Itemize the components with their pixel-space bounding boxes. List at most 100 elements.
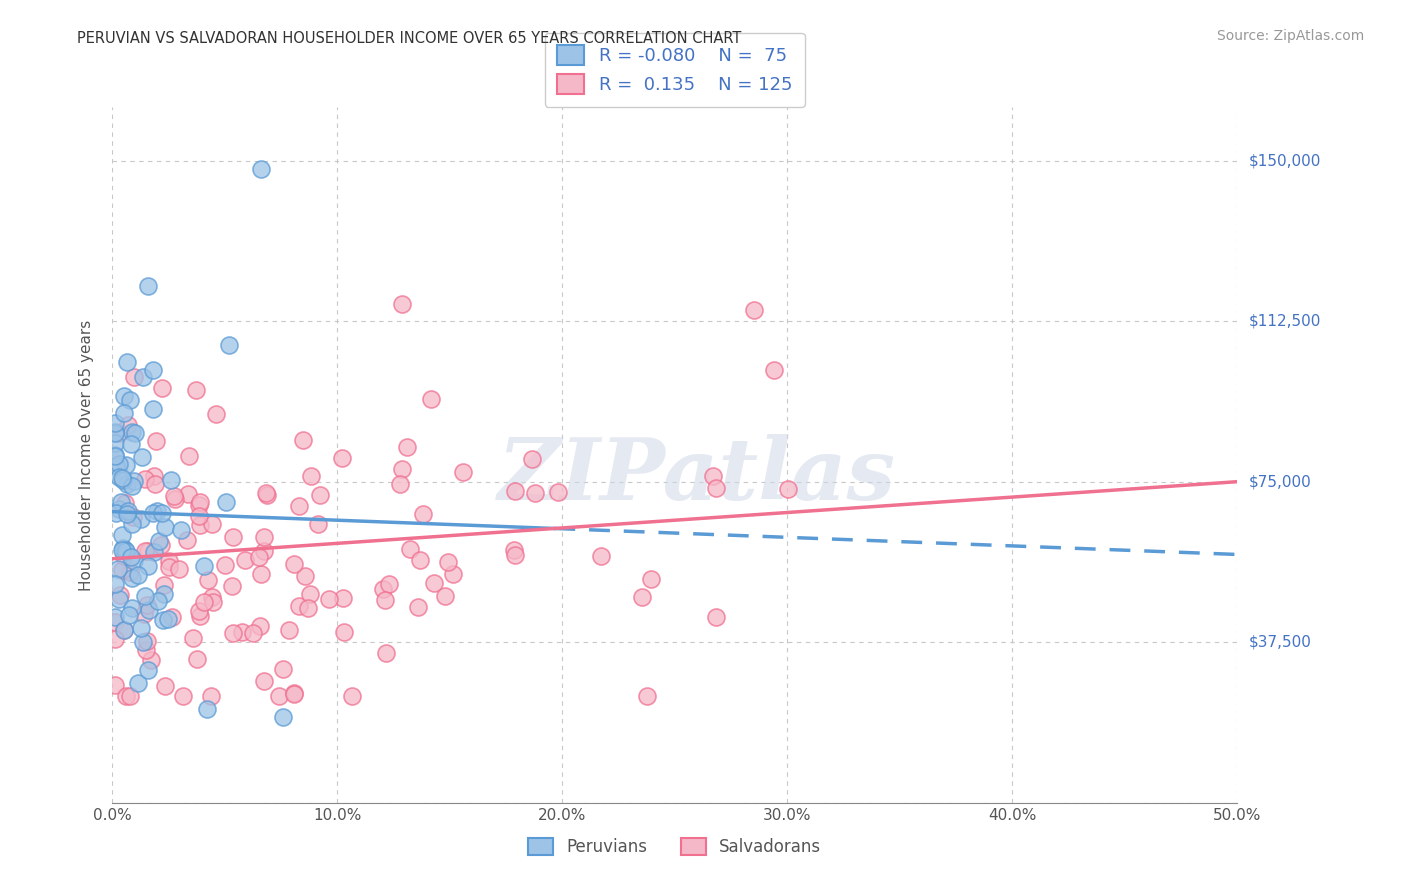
Point [104,436,127,450]
Point [104,576,127,591]
Point [247,549,270,564]
Point [177,449,200,463]
Point [132,369,155,384]
Text: $37,500: $37,500 [1249,635,1312,649]
Point [201,516,224,531]
Point [108,502,131,516]
Point [107,562,129,576]
Point [134,589,156,603]
Point [332,625,354,640]
Point [215,494,238,508]
Point [522,452,544,467]
Point [115,689,138,703]
Point [373,582,395,596]
Point [104,506,127,520]
Point [138,279,160,293]
Point [160,609,183,624]
Point [503,548,526,562]
Point [342,689,364,703]
Point [108,470,131,484]
Point [134,544,156,558]
Point [406,600,429,615]
Point [176,533,198,547]
Point [112,389,135,403]
Point [148,534,170,549]
Point [108,458,131,472]
Point [117,507,139,521]
Point [451,465,474,479]
Point [112,549,135,563]
Point [153,519,176,533]
Point [201,590,224,604]
Point [139,652,162,666]
Point [104,449,127,463]
Point [143,544,166,558]
Point [117,504,139,518]
Point [277,623,299,637]
Point [153,587,176,601]
Point [283,558,305,572]
Point [503,543,526,558]
Point [205,407,228,421]
Point [121,517,143,532]
Point [157,560,180,574]
Point [702,469,724,483]
Point [121,601,143,615]
Point [104,416,127,430]
Point [145,477,167,491]
Point [523,486,546,500]
Point [332,591,354,605]
Point [395,440,418,454]
Point [136,634,159,648]
Point [763,363,786,377]
Point [163,489,186,503]
Point [117,417,139,432]
Point [104,426,127,441]
Legend: Peruvians, Salvadorans: Peruvians, Salvadorans [520,830,830,864]
Point [114,542,136,557]
Point [184,383,207,397]
Point [188,495,211,509]
Point [104,632,127,646]
Point [283,686,305,700]
Point [253,544,276,558]
Point [121,425,143,440]
Point [250,162,273,177]
Point [288,499,311,513]
Point [108,591,131,606]
Point [267,689,290,703]
Point [391,462,413,476]
Point [136,598,159,612]
Point [742,303,765,318]
Point [294,569,316,583]
Point [146,593,169,607]
Point [112,623,135,637]
Point [142,363,165,377]
Point [104,610,127,624]
Point [122,369,145,384]
Point [114,543,136,558]
Point [105,458,128,473]
Point [420,392,443,406]
Point [170,524,193,538]
Point [423,576,446,591]
Point [121,571,143,585]
Point [271,663,294,677]
Point [142,506,165,520]
Point [112,406,135,420]
Point [135,642,157,657]
Point [104,678,127,692]
Point [409,553,432,567]
Point [136,664,159,678]
Point [110,588,132,602]
Point [131,450,153,464]
Point [308,488,330,502]
Point [111,473,134,487]
Point [111,541,134,556]
Point [177,487,200,501]
Point [152,613,174,627]
Point [253,530,276,544]
Point [375,647,398,661]
Point [118,689,141,703]
Point [256,488,278,502]
